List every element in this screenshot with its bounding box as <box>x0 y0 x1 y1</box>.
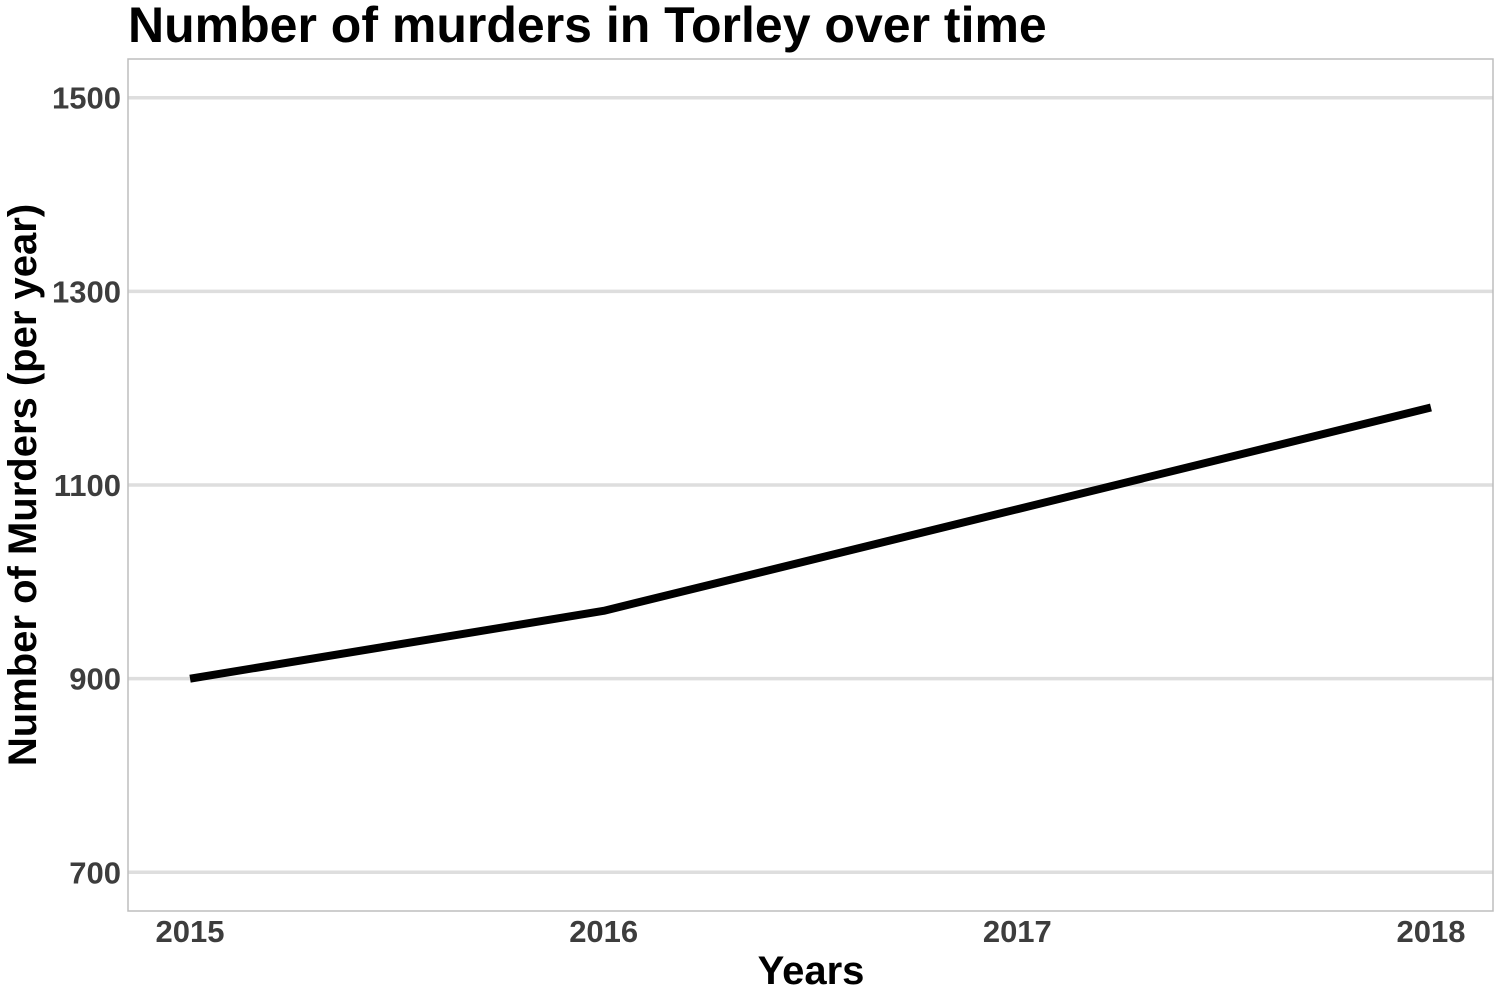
x-axis-title: Years <box>758 949 865 993</box>
grid-lines <box>128 95 1493 875</box>
y-tick-label: 1500 <box>52 81 121 116</box>
series-line-0 <box>189 403 1432 683</box>
y-tick-label: 900 <box>69 662 121 697</box>
plot-panel <box>127 58 1494 912</box>
x-tick-label: 2017 <box>983 914 1052 949</box>
x-axis-ticks: 2015 2016 2017 2018 <box>156 914 1466 949</box>
x-tick-label: 2018 <box>1396 914 1465 949</box>
y-tick-label: 1300 <box>52 274 121 309</box>
chart-title: Number of murders in Torley over time <box>128 0 1047 53</box>
x-tick-label: 2015 <box>156 914 225 949</box>
x-tick-label: 2016 <box>569 914 638 949</box>
y-tick-label: 1100 <box>54 468 121 503</box>
series-line-group <box>189 403 1432 683</box>
y-axis-title: Number of Murders (per year) <box>1 204 45 766</box>
y-tick-label: 700 <box>69 855 121 890</box>
y-axis-ticks: 700 900 1100 1300 1500 <box>52 81 121 891</box>
